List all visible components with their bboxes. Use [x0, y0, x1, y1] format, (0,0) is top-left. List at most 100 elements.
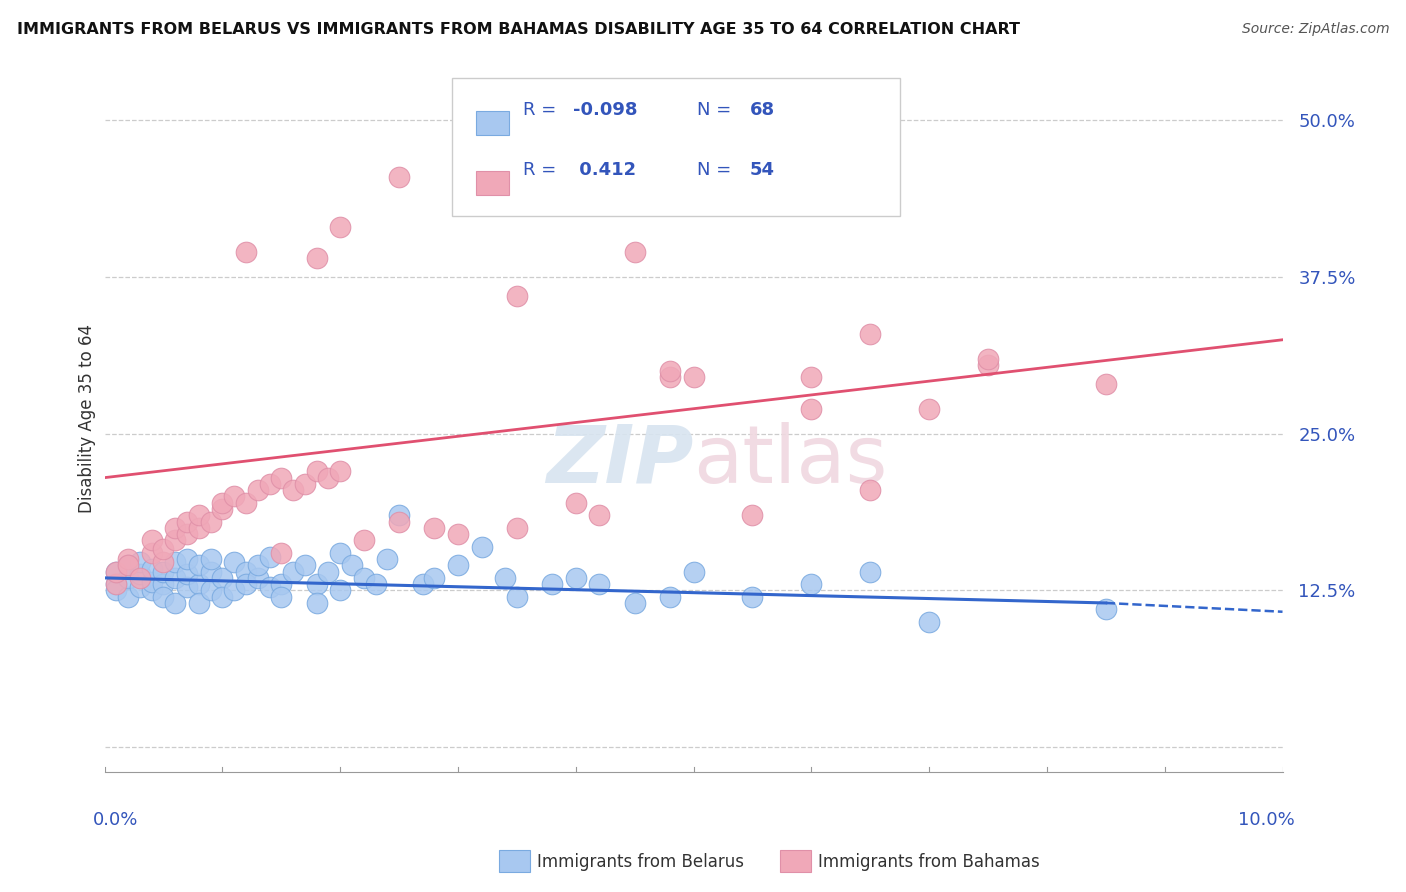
- Point: [353, 533, 375, 548]
- Point: [305, 577, 328, 591]
- Point: [129, 567, 152, 582]
- Point: [165, 555, 187, 569]
- Point: [364, 577, 387, 591]
- Point: [800, 370, 823, 384]
- Point: [200, 583, 222, 598]
- Point: [211, 590, 233, 604]
- Point: [117, 571, 139, 585]
- Text: ZIP: ZIP: [546, 422, 693, 500]
- Point: [117, 558, 139, 573]
- FancyBboxPatch shape: [453, 78, 900, 216]
- Point: [105, 577, 128, 591]
- Point: [494, 571, 516, 585]
- Point: [1094, 376, 1116, 391]
- Point: [176, 567, 198, 582]
- Text: IMMIGRANTS FROM BELARUS VS IMMIGRANTS FROM BAHAMAS DISABILITY AGE 35 TO 64 CORRE: IMMIGRANTS FROM BELARUS VS IMMIGRANTS FR…: [17, 22, 1019, 37]
- Point: [165, 596, 187, 610]
- Point: [305, 252, 328, 266]
- Point: [623, 245, 645, 260]
- Point: [176, 580, 198, 594]
- Point: [200, 515, 222, 529]
- Point: [659, 364, 682, 378]
- Point: [353, 571, 375, 585]
- Text: Immigrants from Belarus: Immigrants from Belarus: [537, 853, 744, 871]
- Point: [200, 552, 222, 566]
- Point: [152, 577, 174, 591]
- Point: [270, 590, 292, 604]
- Text: -0.098: -0.098: [574, 101, 638, 120]
- Point: [329, 219, 352, 234]
- Point: [588, 508, 610, 523]
- Point: [235, 577, 257, 591]
- Point: [388, 515, 411, 529]
- Point: [259, 580, 281, 594]
- Point: [977, 358, 1000, 372]
- Y-axis label: Disability Age 35 to 64: Disability Age 35 to 64: [79, 324, 96, 513]
- Point: [329, 583, 352, 598]
- Point: [859, 326, 882, 341]
- FancyBboxPatch shape: [475, 112, 509, 135]
- Text: N =: N =: [697, 161, 737, 179]
- Point: [470, 540, 492, 554]
- Point: [187, 521, 209, 535]
- Text: N =: N =: [697, 101, 737, 120]
- Point: [105, 583, 128, 598]
- Point: [141, 546, 163, 560]
- Point: [187, 577, 209, 591]
- Text: atlas: atlas: [693, 422, 889, 500]
- Point: [918, 615, 941, 629]
- Point: [211, 571, 233, 585]
- Point: [588, 577, 610, 591]
- Point: [246, 483, 269, 498]
- Point: [176, 552, 198, 566]
- Point: [259, 476, 281, 491]
- Point: [506, 289, 529, 303]
- Text: Source: ZipAtlas.com: Source: ZipAtlas.com: [1241, 22, 1389, 37]
- Point: [165, 533, 187, 548]
- Point: [977, 351, 1000, 366]
- Point: [211, 496, 233, 510]
- Point: [918, 401, 941, 416]
- Point: [859, 565, 882, 579]
- Point: [741, 590, 763, 604]
- Text: R =: R =: [523, 101, 562, 120]
- Point: [859, 483, 882, 498]
- Point: [187, 508, 209, 523]
- Point: [105, 565, 128, 579]
- Point: [741, 508, 763, 523]
- Point: [152, 542, 174, 557]
- Point: [565, 496, 588, 510]
- Point: [800, 577, 823, 591]
- Point: [506, 521, 529, 535]
- Text: 54: 54: [749, 161, 775, 179]
- Text: 68: 68: [749, 101, 775, 120]
- Point: [340, 558, 363, 573]
- Point: [224, 490, 246, 504]
- Point: [423, 571, 446, 585]
- Point: [235, 565, 257, 579]
- Point: [423, 521, 446, 535]
- Text: R =: R =: [523, 161, 562, 179]
- Point: [235, 496, 257, 510]
- Point: [447, 558, 470, 573]
- Text: 0.0%: 0.0%: [93, 811, 138, 829]
- Point: [305, 464, 328, 478]
- Point: [165, 571, 187, 585]
- Point: [659, 590, 682, 604]
- Point: [117, 558, 139, 573]
- Point: [129, 571, 152, 585]
- Point: [259, 549, 281, 564]
- Point: [105, 565, 128, 579]
- Point: [141, 533, 163, 548]
- Point: [105, 577, 128, 591]
- Point: [318, 470, 340, 484]
- Point: [141, 562, 163, 576]
- Point: [682, 565, 704, 579]
- Point: [246, 571, 269, 585]
- Point: [318, 565, 340, 579]
- Point: [270, 470, 292, 484]
- Point: [270, 546, 292, 560]
- Point: [152, 565, 174, 579]
- Point: [281, 483, 304, 498]
- Point: [294, 476, 316, 491]
